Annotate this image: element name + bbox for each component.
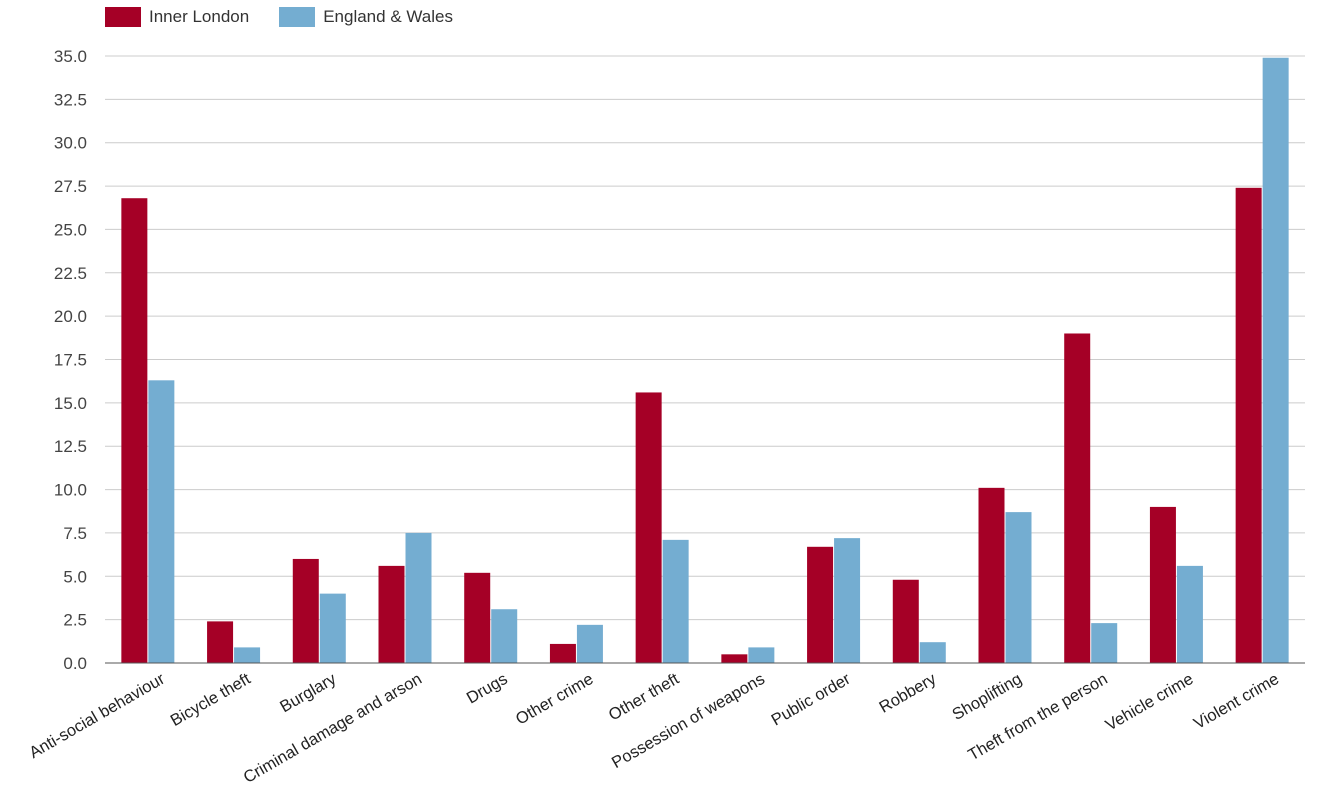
y-tick-label: 5.0 xyxy=(63,567,87,586)
y-tick-label: 20.0 xyxy=(54,307,87,326)
y-tick-label: 12.5 xyxy=(54,437,87,456)
bar-england-wales[interactable] xyxy=(748,647,775,663)
y-tick-label: 30.0 xyxy=(54,134,87,153)
bar-inner-london[interactable] xyxy=(721,654,748,663)
bar-england-wales[interactable] xyxy=(1005,512,1032,663)
bar-england-wales[interactable] xyxy=(576,624,603,663)
x-category-label: Anti-social behaviour xyxy=(26,670,168,762)
y-tick-label: 0.0 xyxy=(63,654,87,673)
x-category-label: Shoplifting xyxy=(949,670,1025,724)
x-category-label: Drugs xyxy=(464,670,511,708)
chart-legend: Inner London England & Wales xyxy=(105,7,483,27)
x-category-label: Theft from the person xyxy=(965,670,1111,764)
bar-inner-london[interactable] xyxy=(635,392,662,663)
x-category-label: Other theft xyxy=(606,670,683,725)
bar-inner-london[interactable] xyxy=(292,558,319,663)
x-category-label: Bicycle theft xyxy=(168,670,254,730)
y-tick-label: 25.0 xyxy=(54,220,87,239)
y-tick-label: 32.5 xyxy=(54,90,87,109)
x-category-label: Burglary xyxy=(277,670,340,717)
bar-england-wales[interactable] xyxy=(319,593,346,663)
bar-inner-london[interactable] xyxy=(1149,506,1176,663)
legend-label-inner-london: Inner London xyxy=(149,7,250,26)
x-category-label: Vehicle crime xyxy=(1102,670,1196,735)
bar-inner-london[interactable] xyxy=(807,546,834,663)
bar-inner-london[interactable] xyxy=(978,487,1005,663)
x-category-label: Public order xyxy=(768,670,854,730)
bar-england-wales[interactable] xyxy=(919,642,946,663)
bar-inner-london[interactable] xyxy=(378,565,405,663)
bar-inner-london[interactable] xyxy=(549,643,576,663)
x-category-label: Violent crime xyxy=(1191,670,1282,733)
y-tick-label: 27.5 xyxy=(54,177,87,196)
bar-england-wales[interactable] xyxy=(1091,623,1118,663)
bar-england-wales[interactable] xyxy=(234,647,261,663)
bar-inner-london[interactable] xyxy=(464,572,491,663)
y-tick-label: 2.5 xyxy=(63,611,87,630)
y-tick-label: 7.5 xyxy=(63,524,87,543)
bar-england-wales[interactable] xyxy=(1176,565,1203,663)
x-category-label: Possession of weapons xyxy=(609,670,768,772)
y-tick-label: 22.5 xyxy=(54,264,87,283)
bar-england-wales[interactable] xyxy=(834,538,861,663)
bar-england-wales[interactable] xyxy=(405,532,432,663)
bar-england-wales[interactable] xyxy=(1262,57,1289,663)
x-category-label: Robbery xyxy=(876,670,940,717)
bar-inner-london[interactable] xyxy=(892,579,919,663)
bar-inner-london[interactable] xyxy=(1235,187,1262,663)
legend-swatch-inner-london xyxy=(105,7,141,27)
bar-england-wales[interactable] xyxy=(491,609,518,663)
bar-inner-london[interactable] xyxy=(207,621,234,663)
bar-inner-london[interactable] xyxy=(1064,333,1091,663)
bar-inner-london[interactable] xyxy=(121,198,148,663)
y-tick-label: 35.0 xyxy=(54,47,87,66)
y-tick-label: 10.0 xyxy=(54,481,87,500)
legend-label-england-wales: England & Wales xyxy=(323,7,453,26)
y-tick-label: 15.0 xyxy=(54,394,87,413)
x-category-label: Other crime xyxy=(513,670,597,729)
bar-england-wales[interactable] xyxy=(662,539,689,663)
legend-item-inner-london[interactable]: Inner London xyxy=(105,7,249,27)
legend-item-england-wales[interactable]: England & Wales xyxy=(279,7,453,27)
y-tick-label: 17.5 xyxy=(54,351,87,370)
legend-swatch-england-wales xyxy=(279,7,316,27)
bar-england-wales[interactable] xyxy=(148,380,175,663)
